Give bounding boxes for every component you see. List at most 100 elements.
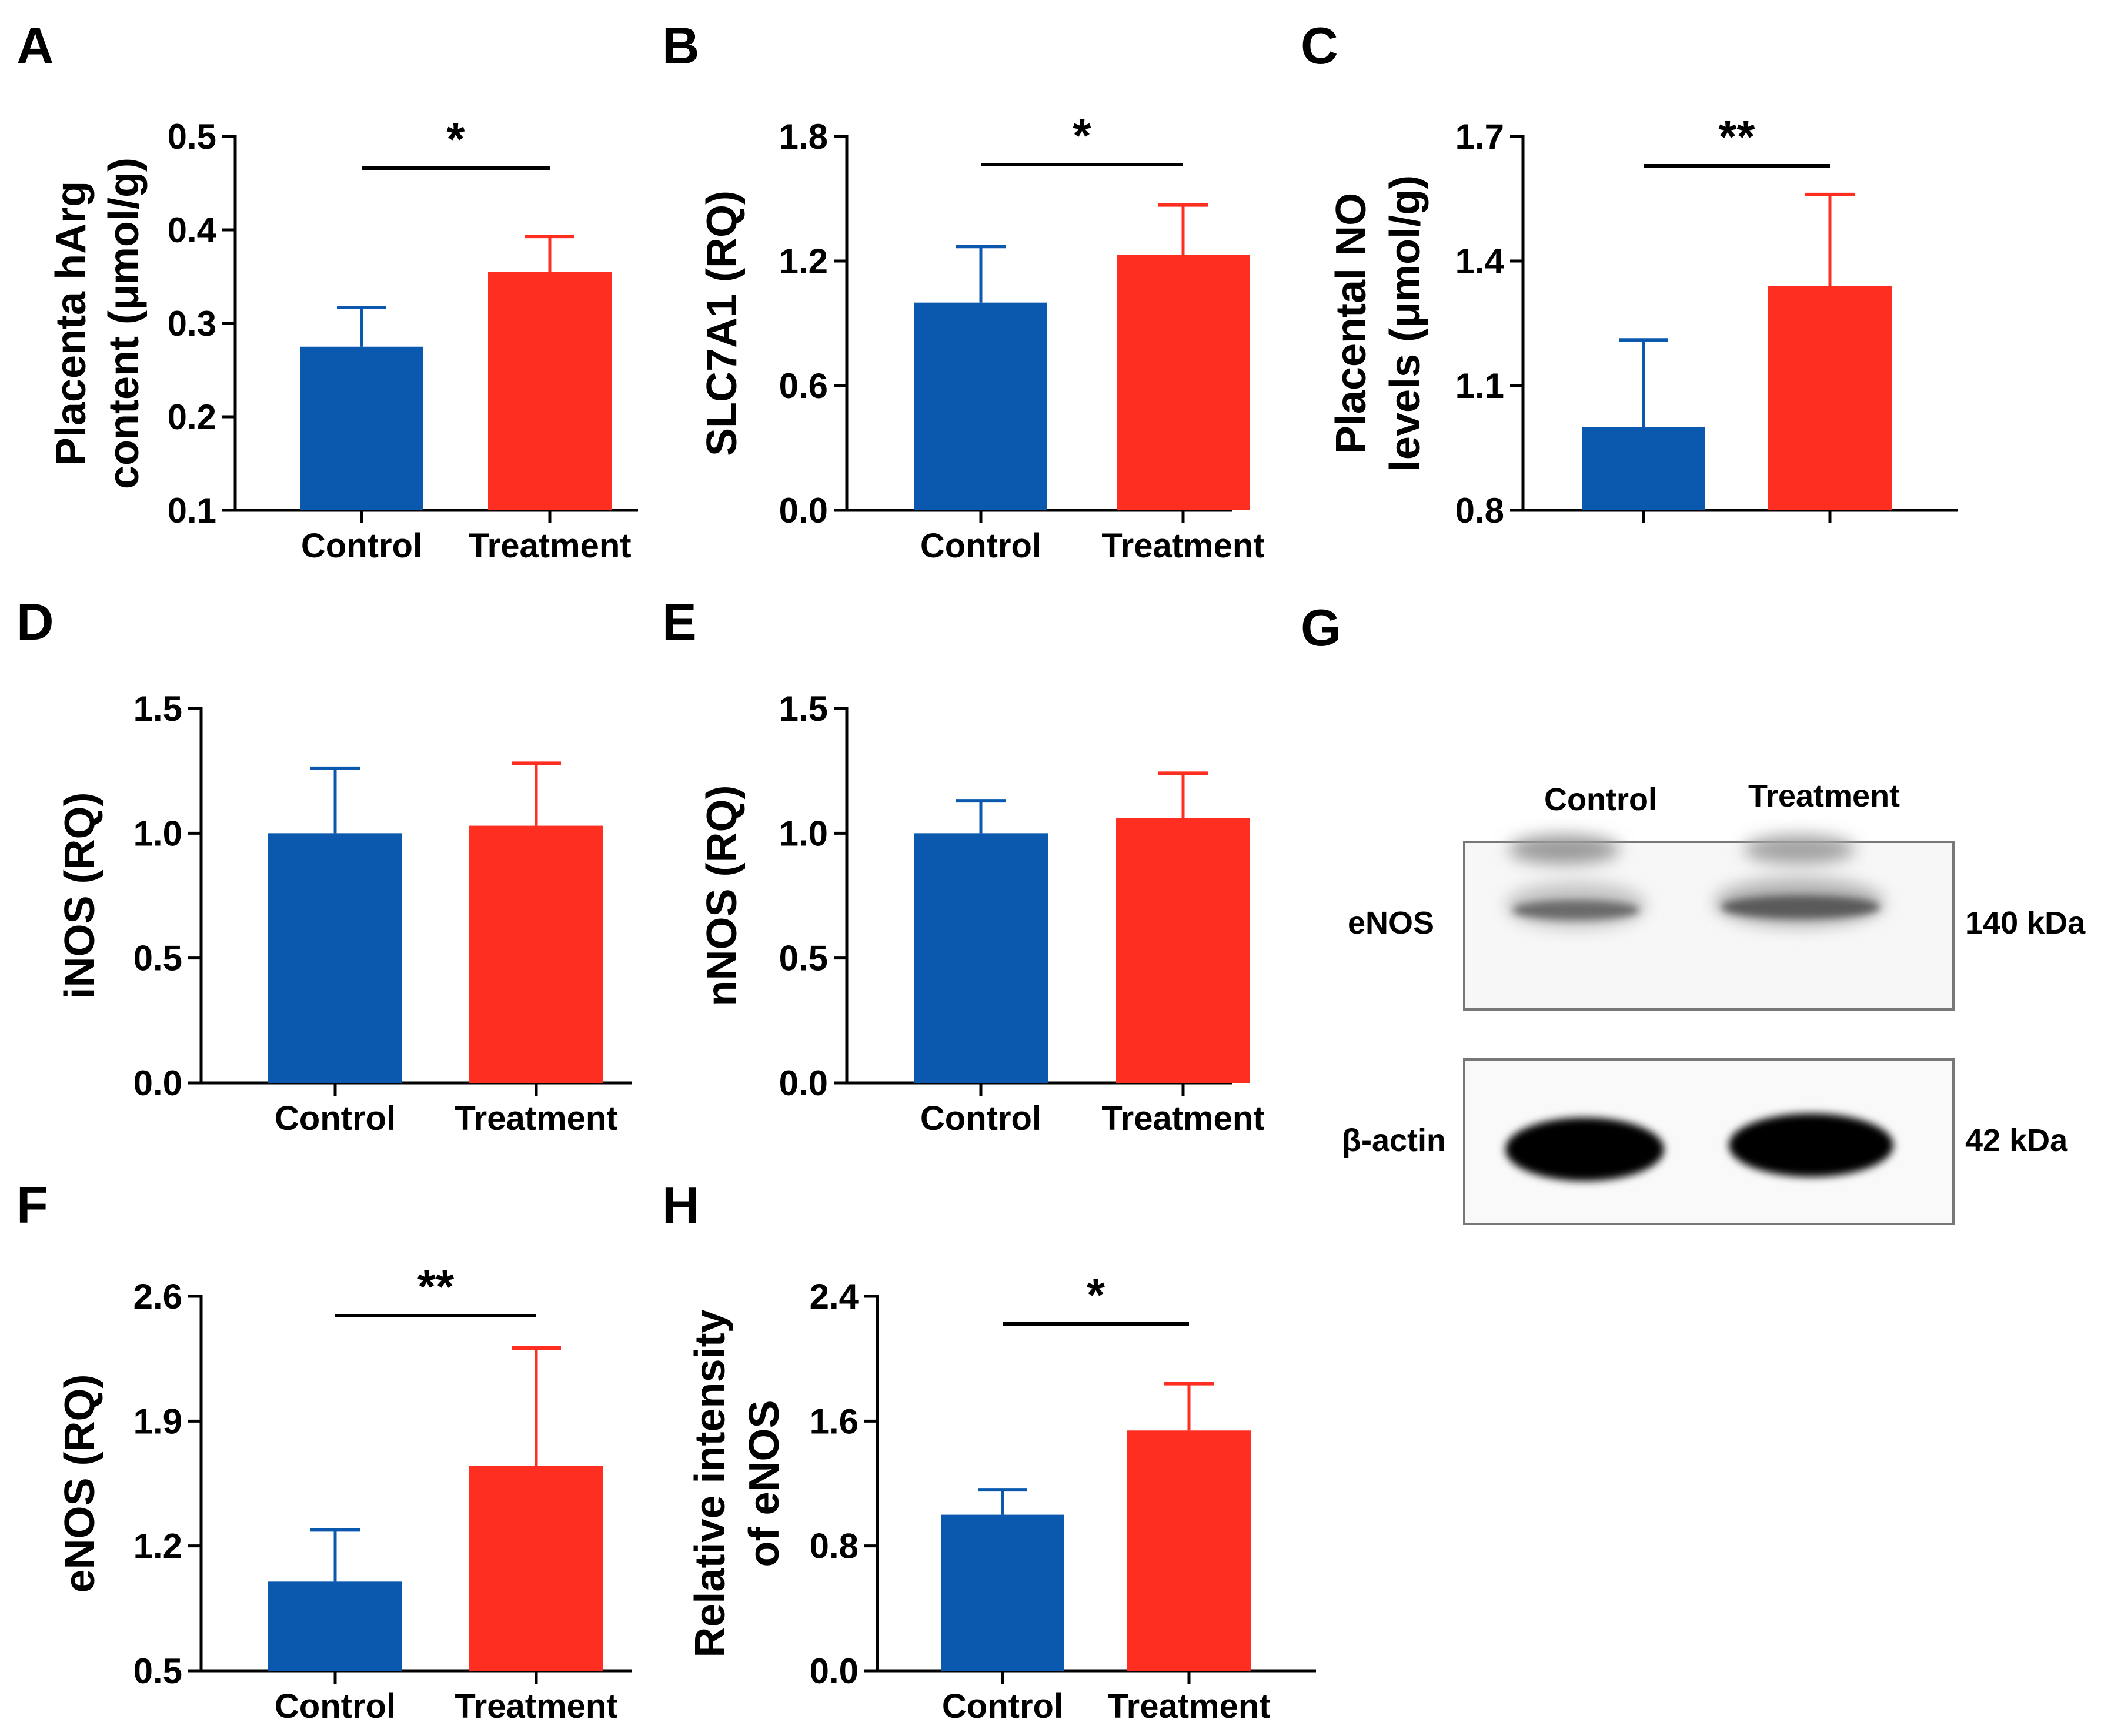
bar-treatment — [488, 272, 612, 510]
chart-panel-c: C 0.8 1.1 1.4 1.7 Placental NO levels (μmol/g)… — [1301, 16, 1958, 530]
panel-letter-g: G — [1301, 598, 1341, 657]
y-tick-label: 1.6 — [810, 1401, 859, 1441]
panel-letter-b: B — [662, 16, 700, 75]
bar-control — [1582, 427, 1705, 510]
y-tick-label: 0.3 — [168, 304, 216, 343]
category-label: Treatment — [1101, 1099, 1264, 1138]
category-label: Treatment — [455, 1687, 617, 1725]
blot-protein-label-enos: eNOS — [1348, 905, 1434, 941]
blot-protein-label-beta-actin: β-actin — [1342, 1123, 1446, 1158]
y-tick-label: 1.1 — [1455, 366, 1504, 406]
significance-marker: * — [1073, 109, 1091, 162]
actin-band-treatment — [1729, 1113, 1893, 1177]
y-tick-label: 0.5 — [168, 117, 216, 156]
chart-panel-f: F 0.5 1.2 1.9 2.6 eNOS (RQ) Control Treatment ** — [16, 1176, 632, 1725]
beta-actin-membrane — [1463, 1058, 1955, 1225]
category-label: Control — [301, 527, 422, 565]
panel-letter-e: E — [662, 593, 697, 651]
bar-treatment — [469, 825, 603, 1083]
y-tick-label: 1.5 — [133, 689, 182, 728]
y-axis-title: Placenta hArg — [48, 181, 95, 466]
category-label: Control — [920, 1099, 1041, 1138]
panel-letter-c: C — [1301, 16, 1338, 75]
enos-band-control — [1512, 900, 1639, 920]
y-tick-label: 1.2 — [133, 1527, 182, 1566]
panel-letter-d: D — [16, 593, 54, 651]
category-label: Control — [942, 1687, 1063, 1725]
y-tick-label: 2.6 — [133, 1277, 182, 1316]
significance-marker: * — [1087, 1269, 1105, 1321]
y-tick-label: 2.4 — [810, 1277, 859, 1316]
blot-size-label-enos: 140 kDa — [1965, 905, 2086, 941]
y-axis-title: SLC7A1 (RQ) — [699, 190, 746, 456]
chart-panel-d: D 0.0 0.5 1.0 1.5 iNOS (RQ) Control Treatment — [16, 593, 632, 1138]
y-tick-label: 0.1 — [168, 491, 216, 530]
category-label: Control — [275, 1099, 396, 1138]
y-tick-label: 0.5 — [779, 939, 828, 978]
y-tick-label: 0.4 — [168, 210, 217, 250]
category-label: Treatment — [468, 527, 631, 565]
y-tick-label: 0.8 — [1455, 491, 1504, 530]
y-tick-label: 1.8 — [779, 117, 828, 156]
panel-letter-a: A — [16, 16, 54, 75]
y-tick-label: 0.0 — [133, 1063, 182, 1103]
enos-membrane — [1463, 835, 1955, 1011]
bar-control — [268, 1581, 402, 1671]
enos-band-treatment — [1721, 895, 1880, 919]
bar-treatment — [1768, 286, 1892, 510]
y-tick-label: 1.2 — [779, 242, 828, 281]
bar-control — [941, 1514, 1064, 1671]
y-tick-label: 1.7 — [1455, 117, 1504, 156]
y-tick-label: 1.9 — [133, 1401, 182, 1441]
y-tick-label: 1.0 — [133, 814, 182, 853]
y-tick-label: 0.8 — [810, 1527, 859, 1566]
blot-lane-label-control: Control — [1544, 782, 1657, 817]
bar-control — [914, 302, 1047, 510]
chart-panel-b: B 0.0 0.6 1.2 1.8 SLC7A1 (RQ) Control Treatment… — [662, 16, 1265, 565]
bar-charts: A 0.1 0.2 0.3 0.4 0.5 Placenta hArg content (μm… — [16, 16, 1958, 1725]
panel-letter-h: H — [662, 1176, 700, 1234]
panel-letter-f: F — [16, 1176, 48, 1234]
y-tick-label: 1.5 — [779, 689, 828, 728]
y-axis-title: Relative intensity — [687, 1309, 734, 1657]
bar-control — [268, 833, 402, 1083]
y-tick-label: 0.6 — [779, 366, 828, 406]
y-axis-title: content (μmol/g) — [101, 158, 148, 489]
y-tick-label: 0.2 — [168, 397, 216, 437]
chart-panel-a: A 0.1 0.2 0.3 0.4 0.5 Placenta hArg content (μm… — [16, 16, 638, 565]
bar-treatment — [1117, 255, 1250, 510]
y-tick-label: 1.4 — [1455, 242, 1505, 281]
significance-marker: ** — [1718, 111, 1755, 163]
y-tick-label: 0.0 — [779, 491, 828, 530]
y-tick-label: 0.5 — [133, 939, 182, 978]
category-label: Treatment — [455, 1099, 617, 1138]
category-label: Control — [920, 527, 1041, 565]
bar-treatment — [469, 1466, 603, 1671]
bar-treatment — [1127, 1430, 1251, 1671]
y-tick-label: 1.0 — [779, 814, 828, 853]
chart-panel-h: H 0.0 0.8 1.6 2.4 Relative intensity of eNOS Co… — [662, 1176, 1316, 1725]
category-label: Control — [275, 1687, 396, 1725]
blot-lane-label-treatment: Treatment — [1748, 778, 1900, 814]
y-axis-title: levels (μmol/g) — [1382, 175, 1429, 471]
category-label: Treatment — [1107, 1687, 1270, 1725]
y-tick-label: 0.0 — [810, 1651, 859, 1691]
y-tick-label: 0.0 — [779, 1063, 828, 1103]
y-axis-title: of eNOS — [741, 1400, 788, 1567]
category-label: Treatment — [1101, 527, 1264, 565]
significance-marker: ** — [417, 1260, 455, 1313]
blot-size-label-beta-actin: 42 kDa — [1965, 1123, 2068, 1158]
bar-control — [914, 833, 1048, 1083]
bar-control — [300, 346, 423, 510]
y-axis-title: eNOS (RQ) — [56, 1374, 103, 1593]
y-axis-title: nNOS (RQ) — [699, 785, 746, 1006]
bar-treatment — [1116, 818, 1250, 1083]
y-axis-title: Placental NO — [1328, 193, 1375, 454]
y-tick-label: 0.5 — [133, 1651, 182, 1691]
western-blot-panel: G Control Treatment eNOS 140 kDa β-actin… — [1301, 598, 2086, 1225]
y-axis-title: iNOS (RQ) — [56, 792, 103, 999]
significance-marker: * — [446, 113, 465, 165]
actin-band-control — [1505, 1118, 1664, 1181]
chart-panel-e: E 0.0 0.5 1.0 1.5 nNOS (RQ) Control Treatment — [662, 593, 1265, 1138]
